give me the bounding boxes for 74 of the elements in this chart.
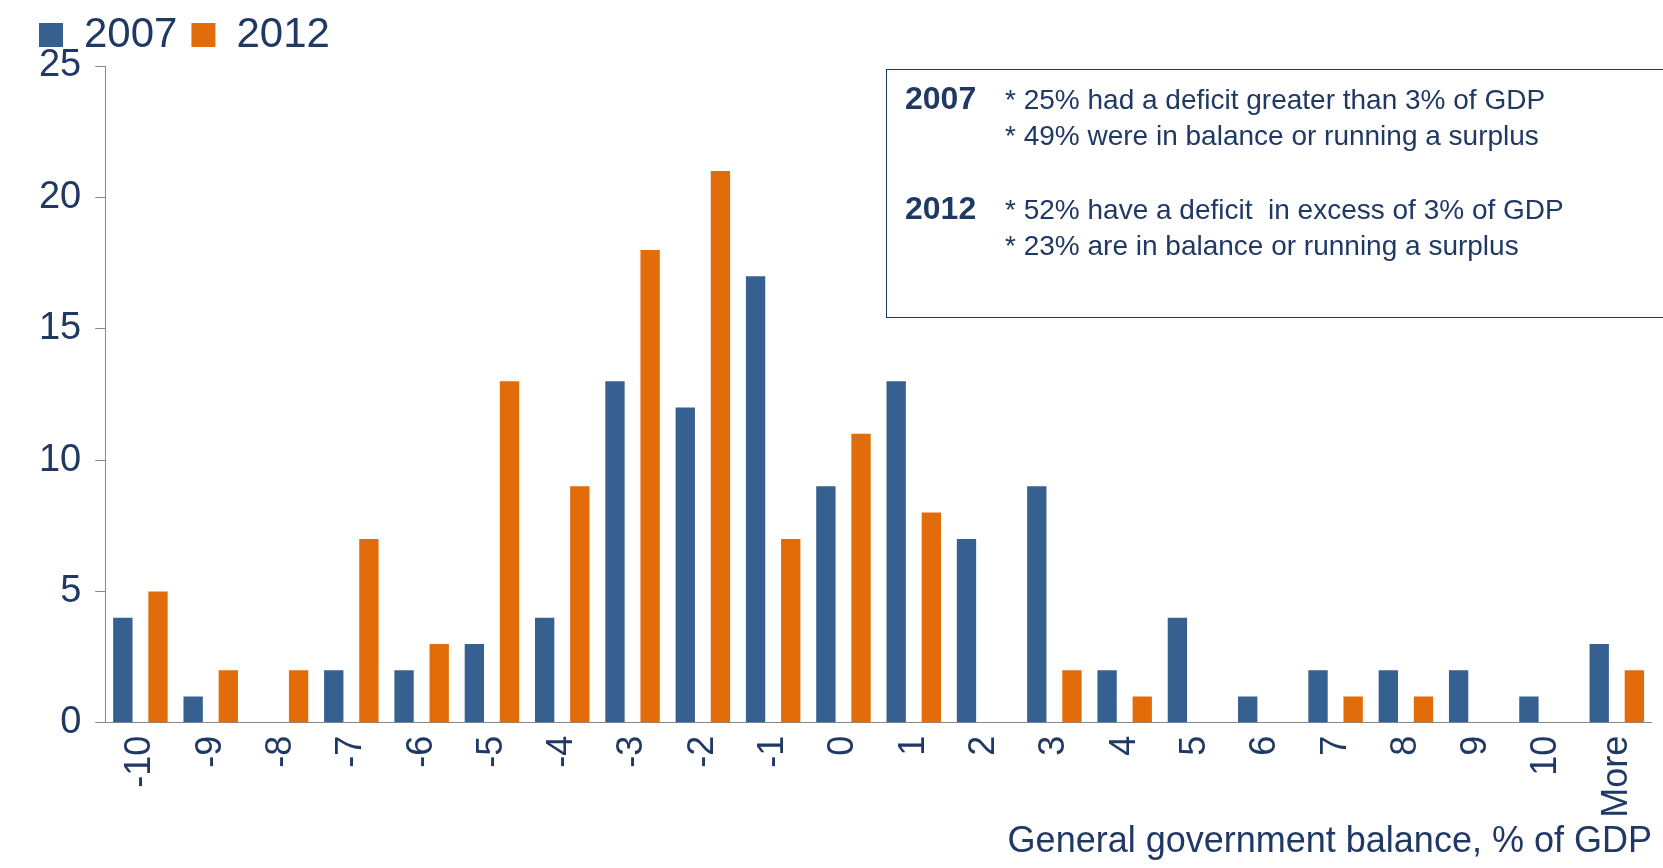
bar: [1062, 670, 1082, 723]
bar: [1097, 670, 1117, 723]
x-tick-label: -5: [468, 735, 510, 768]
bar: [148, 591, 168, 723]
legend-label: 2007: [84, 8, 178, 56]
bar: [675, 407, 695, 723]
bar: [605, 381, 625, 723]
bar: [1624, 670, 1645, 723]
bar: [1027, 486, 1047, 723]
x-tick-label: 1: [890, 735, 932, 756]
bar: [324, 670, 344, 723]
bar: [781, 538, 801, 723]
x-tick-label: -9: [187, 735, 229, 768]
y-tick-label: 5: [60, 567, 82, 610]
bar: [886, 381, 906, 723]
bar: [570, 486, 590, 723]
annotation: * 52% have a deficit in excess of 3% of GDP: [1005, 194, 1564, 226]
x-tick-label: -10: [117, 735, 159, 788]
bar: [1448, 670, 1469, 723]
bar: [183, 696, 203, 723]
x-tick-label: 3: [1031, 735, 1073, 756]
bar: [956, 538, 977, 723]
x-tick-label: -4: [539, 735, 581, 768]
y-tick-label: 20: [38, 173, 82, 216]
bar: [1343, 696, 1363, 723]
x-tick-label: 6: [1242, 735, 1284, 756]
annotation: * 25% had a deficit greater than 3% of GDP: [1005, 84, 1546, 116]
bar: [535, 617, 555, 723]
y-tick-label: 10: [38, 436, 82, 479]
x-tick-label: 5: [1171, 735, 1213, 756]
x-tick-label: -7: [328, 735, 370, 768]
annotation: 2007: [905, 80, 977, 117]
x-tick-label: -1: [750, 735, 792, 768]
bar: [851, 433, 871, 723]
x-tick-label: More: [1593, 735, 1635, 818]
bar: [1238, 696, 1258, 723]
x-tick-label: 4: [1101, 735, 1143, 756]
bar: [1589, 643, 1609, 723]
bar: [1308, 670, 1328, 723]
bar: [710, 171, 731, 723]
bar: [218, 670, 238, 723]
bar: [499, 381, 520, 723]
x-tick-label: 10: [1523, 735, 1565, 776]
bar: [745, 276, 766, 723]
x-tick-label: 0: [820, 735, 862, 756]
bar: [1132, 696, 1152, 723]
x-tick-label: -2: [679, 735, 721, 768]
annotation: * 23% are in balance or running a surplus: [1005, 230, 1519, 262]
x-axis-title: General government balance, % of GDP: [1007, 819, 1652, 861]
bar: [464, 643, 485, 723]
legend-label: 2012: [236, 8, 330, 56]
x-tick-label: -3: [609, 735, 651, 768]
annotation: * 49% were in balance or running a surplus: [1005, 120, 1539, 152]
bar: [1378, 670, 1398, 723]
bar: [288, 670, 309, 723]
x-tick-label: 7: [1312, 735, 1354, 756]
bar: [1519, 696, 1539, 723]
bar: [921, 512, 941, 723]
y-tick-label: 15: [38, 305, 82, 348]
y-tick-label: 25: [38, 42, 82, 85]
bar: [1167, 617, 1188, 723]
bar: [816, 486, 836, 723]
bar: [640, 249, 660, 723]
bar: [429, 643, 449, 723]
x-tick-label: -8: [257, 735, 299, 768]
bar: [359, 538, 379, 723]
x-tick-label: -6: [398, 735, 440, 768]
bar: [394, 670, 414, 723]
x-tick-label: 9: [1453, 735, 1495, 756]
x-tick-label: 2: [960, 735, 1002, 756]
annotation: 2012: [905, 190, 977, 227]
bar: [1413, 696, 1434, 723]
bar: [113, 617, 133, 723]
x-tick-label: 8: [1382, 735, 1424, 756]
